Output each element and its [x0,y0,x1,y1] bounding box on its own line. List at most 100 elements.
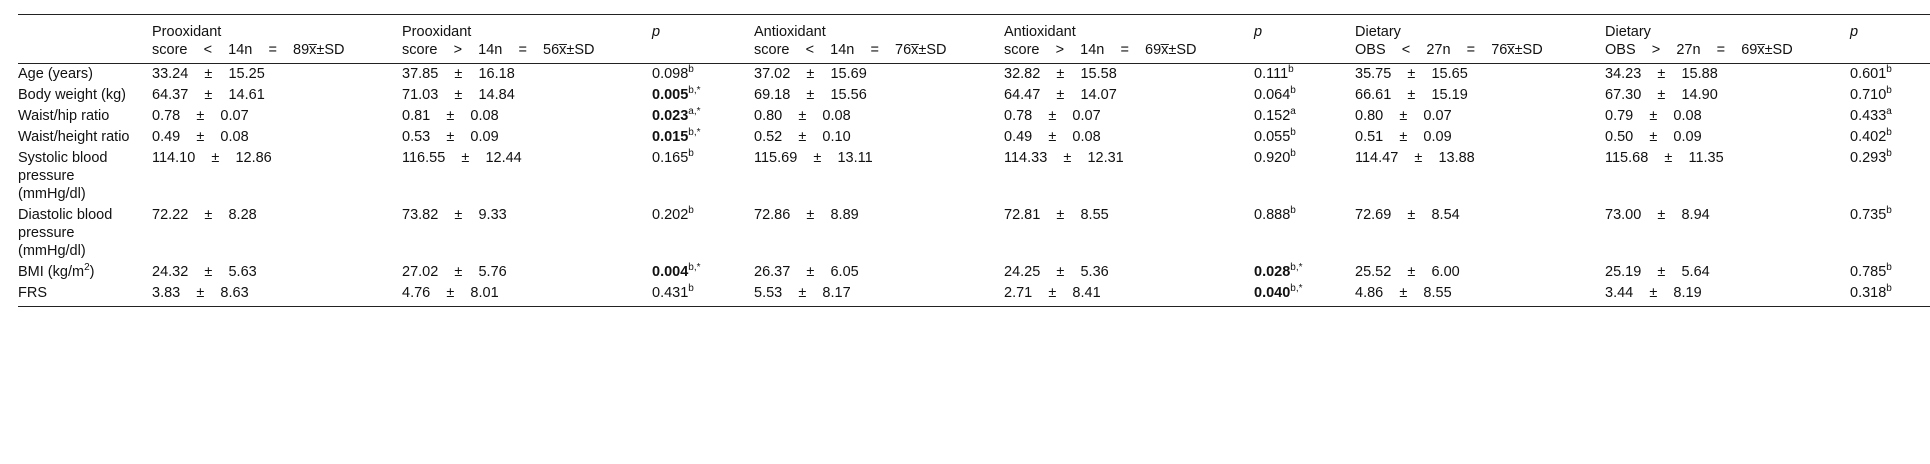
p-value-superscript: b [1886,148,1892,160]
table-row: BMI (kg/m2) 24.32 ± 5.63 27.02 ± 5.76 0.004… [18,262,1930,283]
p-value-superscript: a [1886,106,1892,118]
p-value: 0.152 [1254,108,1291,124]
mean-sd-cell: 4.86 ± 8.55 [1355,283,1605,307]
p-value: 0.023 [652,108,689,124]
mean-sd-cell: 0.53 ± 0.09 [402,127,652,148]
mean-sd-value: 24.25 ± 5.36 [1004,264,1109,280]
p-value: 0.888 [1254,207,1291,223]
table-row: Age (years) 33.24 ± 15.25 37.85 ± 16.18 0.0… [18,64,1930,86]
row-label-superscript: 2 [84,262,90,274]
column-header: Dietary OBS > 27n = 69x̅±SD [1605,14,1850,64]
p-value-superscript: b,* [688,127,701,139]
row-label: FRS [18,283,152,307]
mean-sd-value: 25.19 ± 5.64 [1605,264,1710,280]
p-value-superscript: a,* [688,106,701,118]
mean-sd-cell: 4.76 ± 8.01 [402,283,652,307]
mean-sd-cell: 114.47 ± 13.88 [1355,148,1605,205]
row-label-text: FRS [18,285,47,301]
mean-sd-cell: 72.81 ± 8.55 [1004,205,1254,262]
table-row: Diastolic blood pressure (mmHg/dl) 72.22 … [18,205,1930,262]
mean-sd-cell: 0.80 ± 0.07 [1355,106,1605,127]
row-label: BMI (kg/m2) [18,262,152,283]
p-value: 0.015 [652,129,689,145]
column-header-subtitle: score > 14n = 69x̅±SD [1004,42,1197,58]
p-value-superscript: b [688,148,694,160]
column-header: p [1850,14,1930,64]
mean-sd-cell: 0.78 ± 0.07 [152,106,402,127]
mean-sd-cell: 0.51 ± 0.09 [1355,127,1605,148]
table-row: Waist/height ratio 0.49 ± 0.08 0.53 ± 0.09… [18,127,1930,148]
mean-sd-cell: 0.79 ± 0.08 [1605,106,1850,127]
table-row: Systolic blood pressure (mmHg/dl) 114.10 … [18,148,1930,205]
mean-sd-cell: 2.71 ± 8.41 [1004,283,1254,307]
mean-sd-cell: 32.82 ± 15.58 [1004,64,1254,86]
column-header-title: p [1254,24,1263,40]
column-header-title: Antioxidant [1004,24,1076,40]
mean-sd-value: 3.44 ± 8.19 [1605,285,1702,301]
p-value-cell: 0.920b [1254,148,1355,205]
column-header: Antioxidant score < 14n = 76x̅±SD [754,14,1004,64]
mean-sd-cell: 37.02 ± 15.69 [754,64,1004,86]
p-value-cell: 0.888b [1254,205,1355,262]
mean-sd-cell: 73.82 ± 9.33 [402,205,652,262]
table-header-row: Prooxidant score < 14n = 89x̅±SD Prooxidan… [18,14,1930,64]
p-value-superscript: b [1886,64,1892,76]
mean-sd-value: 0.78 ± 0.07 [1004,108,1101,124]
row-label-text: BMI (kg/m [18,264,85,280]
mean-sd-cell: 0.49 ± 0.08 [1004,127,1254,148]
mean-sd-value: 32.82 ± 15.58 [1004,66,1117,82]
mean-sd-value: 114.10 ± 12.86 [152,150,272,166]
row-label-text: Diastolic blood pressure (mmHg/dl) [18,207,113,259]
mean-sd-value: 26.37 ± 6.05 [754,264,859,280]
p-value-cell: 0.152a [1254,106,1355,127]
mean-sd-value: 64.47 ± 14.07 [1004,87,1117,103]
mean-sd-value: 0.79 ± 0.08 [1605,108,1702,124]
mean-sd-value: 2.71 ± 8.41 [1004,285,1101,301]
mean-sd-value: 71.03 ± 14.84 [402,87,515,103]
p-value-cell: 0.040b,* [1254,283,1355,307]
p-value-superscript: b,* [688,262,701,274]
column-header-title: Dietary [1355,24,1401,40]
mean-sd-value: 0.81 ± 0.08 [402,108,499,124]
mean-sd-cell: 73.00 ± 8.94 [1605,205,1850,262]
column-header-subtitle: OBS > 27n = 69x̅±SD [1605,42,1793,58]
p-value-cell: 0.028b,* [1254,262,1355,283]
mean-sd-value: 0.49 ± 0.08 [1004,129,1101,145]
mean-sd-cell: 115.69 ± 13.11 [754,148,1004,205]
row-label: Waist/height ratio [18,127,152,148]
mean-sd-cell: 3.44 ± 8.19 [1605,283,1850,307]
row-label: Age (years) [18,64,152,86]
column-header: Prooxidant score > 14n = 56x̅±SD [402,14,652,64]
row-label: Waist/hip ratio [18,106,152,127]
p-value: 0.040 [1254,285,1291,301]
row-label-text: Body weight (kg) [18,87,126,103]
p-value-superscript: b [1288,64,1294,76]
mean-sd-cell: 24.32 ± 5.63 [152,262,402,283]
mean-sd-cell: 0.78 ± 0.07 [1004,106,1254,127]
mean-sd-value: 25.52 ± 6.00 [1355,264,1460,280]
mean-sd-cell: 26.37 ± 6.05 [754,262,1004,283]
p-value-superscript: b [1290,127,1296,139]
p-value: 0.318 [1850,285,1887,301]
row-label-tail: ) [89,264,95,280]
mean-sd-value: 0.53 ± 0.09 [402,129,499,145]
mean-sd-cell: 5.53 ± 8.17 [754,283,1004,307]
column-header [18,14,152,64]
p-value: 0.920 [1254,150,1291,166]
mean-sd-value: 37.02 ± 15.69 [754,66,867,82]
mean-sd-value: 73.00 ± 8.94 [1605,207,1710,223]
mean-sd-cell: 25.19 ± 5.64 [1605,262,1850,283]
mean-sd-cell: 0.50 ± 0.09 [1605,127,1850,148]
p-value-cell: 0.601b [1850,64,1930,86]
p-value: 0.433 [1850,108,1887,124]
row-label: Body weight (kg) [18,85,152,106]
p-value-superscript: b,* [688,85,701,97]
table-row: Waist/hip ratio 0.78 ± 0.07 0.81 ± 0.08 0.0… [18,106,1930,127]
mean-sd-value: 4.86 ± 8.55 [1355,285,1452,301]
mean-sd-value: 114.47 ± 13.88 [1355,150,1475,166]
table-row: Body weight (kg) 64.37 ± 14.61 71.03 ± 14.… [18,85,1930,106]
p-value-cell: 0.004b,* [652,262,754,283]
mean-sd-value: 27.02 ± 5.76 [402,264,507,280]
mean-sd-value: 115.69 ± 13.11 [754,150,873,166]
mean-sd-cell: 0.52 ± 0.10 [754,127,1004,148]
